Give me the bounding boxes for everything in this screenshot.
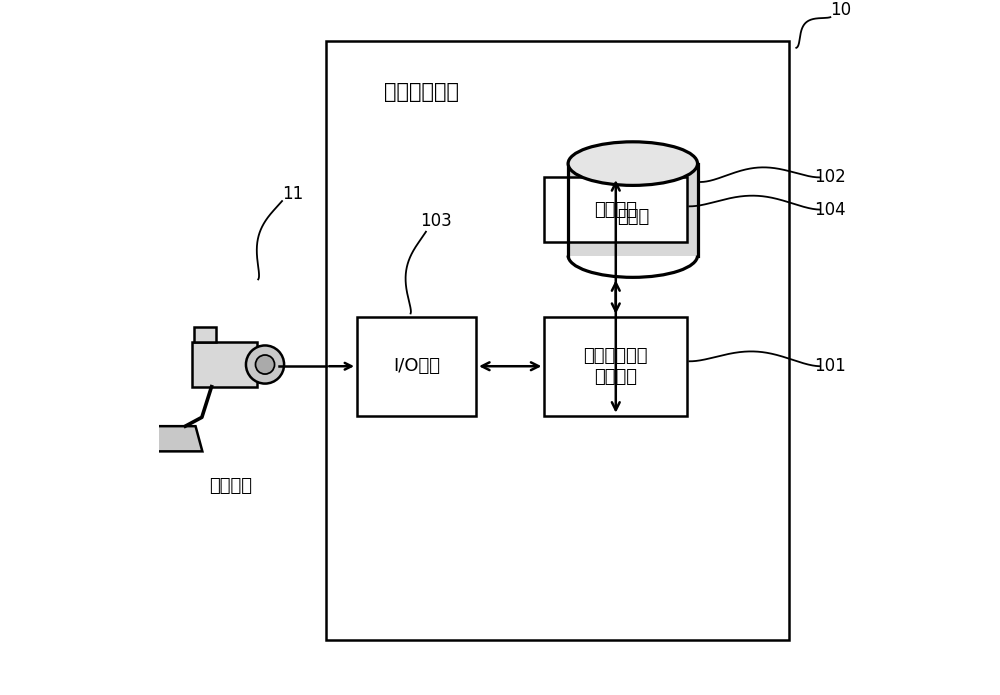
Text: 摄像设备: 摄像设备 — [209, 477, 252, 495]
Text: 10: 10 — [830, 1, 851, 19]
Circle shape — [255, 355, 275, 374]
Text: 处理器（一个
或多个）: 处理器（一个 或多个） — [584, 347, 648, 386]
Text: 104: 104 — [815, 201, 846, 218]
Bar — [544, 177, 687, 242]
Bar — [568, 163, 698, 256]
Text: I/O接口: I/O接口 — [393, 357, 440, 375]
Text: 火点检测设备: 火点检测设备 — [384, 82, 459, 102]
Text: 显示面板: 显示面板 — [594, 201, 637, 218]
Bar — [192, 343, 257, 386]
Text: 102: 102 — [814, 168, 846, 186]
Bar — [194, 327, 216, 343]
Text: 存储器: 存储器 — [617, 208, 649, 226]
Bar — [357, 317, 476, 416]
Text: 101: 101 — [814, 357, 846, 375]
Polygon shape — [148, 426, 202, 451]
Bar — [544, 317, 687, 416]
Ellipse shape — [568, 142, 698, 186]
Circle shape — [246, 345, 284, 384]
Bar — [326, 41, 789, 640]
Text: 103: 103 — [420, 213, 452, 231]
Text: 11: 11 — [282, 186, 303, 203]
